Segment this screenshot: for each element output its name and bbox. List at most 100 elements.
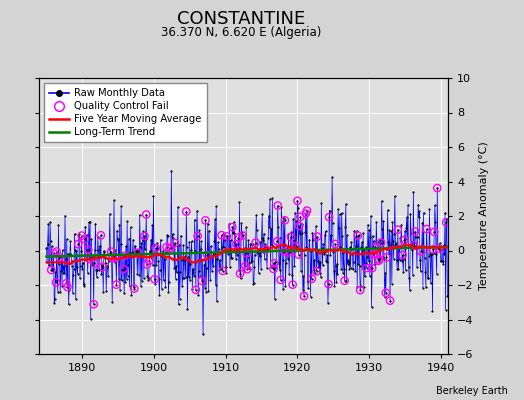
Point (189, 269, 198, 275)
Point (264, 246, 272, 252)
Point (42, 244, 51, 251)
Point (310, 257, 319, 264)
Point (96, 232, 105, 238)
Point (255, 270, 263, 276)
Point (209, 252, 217, 258)
Point (336, 244, 345, 250)
Point (86, 218, 94, 225)
Point (150, 276, 159, 282)
Point (71, 247, 79, 254)
Point (288, 272, 296, 278)
Point (378, 226, 387, 232)
Point (216, 264, 225, 270)
Point (286, 243, 294, 249)
Point (263, 264, 271, 271)
Point (443, 293, 452, 299)
Point (397, 238, 405, 244)
Point (184, 254, 192, 260)
Point (436, 248, 444, 254)
Point (270, 260, 278, 266)
Point (319, 241, 328, 247)
Point (162, 244, 171, 250)
Point (356, 287, 364, 293)
Point (385, 251, 393, 258)
Point (182, 208, 191, 215)
Point (168, 244, 176, 250)
Point (295, 223, 303, 229)
Point (370, 260, 379, 267)
Point (219, 230, 227, 237)
Point (394, 226, 402, 233)
Point (74, 241, 82, 247)
Point (256, 253, 264, 260)
Point (56, 289, 64, 295)
Point (121, 279, 129, 285)
Point (253, 250, 261, 257)
Point (277, 277, 285, 283)
Point (149, 262, 157, 268)
Point (63, 284, 72, 290)
Point (413, 234, 422, 241)
Point (72, 296, 80, 303)
Point (185, 277, 194, 283)
Point (155, 292, 163, 298)
Point (339, 270, 347, 276)
Point (292, 218, 300, 224)
Point (56, 254, 64, 260)
Point (137, 240, 146, 246)
Point (142, 211, 150, 218)
Point (333, 271, 342, 277)
Point (433, 185, 441, 191)
Point (85, 256, 94, 262)
Point (78, 266, 86, 273)
Point (162, 244, 171, 250)
Point (210, 238, 219, 244)
Point (332, 263, 340, 270)
Point (77, 262, 85, 269)
Point (61, 256, 70, 262)
Point (183, 244, 191, 250)
Point (277, 277, 285, 283)
Point (115, 222, 124, 228)
Point (103, 264, 111, 271)
Point (197, 238, 205, 244)
Point (343, 232, 351, 238)
Point (52, 248, 61, 255)
Point (84, 246, 93, 253)
Point (366, 234, 375, 240)
Point (414, 214, 423, 220)
Point (87, 236, 95, 242)
Point (354, 232, 362, 239)
Point (393, 266, 401, 272)
Point (130, 242, 139, 249)
Point (400, 237, 409, 243)
Point (387, 240, 395, 247)
Point (298, 221, 307, 227)
Point (54, 222, 62, 228)
Point (217, 232, 226, 238)
Point (228, 224, 236, 230)
Point (429, 246, 437, 252)
Point (371, 244, 379, 251)
Point (230, 219, 238, 225)
Point (215, 257, 224, 263)
Point (442, 219, 451, 226)
Point (221, 232, 229, 238)
Point (366, 273, 374, 279)
Point (151, 281, 159, 288)
Point (112, 255, 120, 262)
Point (261, 246, 270, 252)
Point (166, 245, 174, 252)
Point (334, 206, 342, 212)
Point (434, 244, 443, 251)
Point (379, 254, 387, 260)
Point (200, 280, 208, 286)
Point (232, 241, 241, 248)
Point (381, 270, 389, 276)
Point (325, 214, 333, 220)
Point (383, 254, 391, 261)
Point (285, 271, 293, 277)
Point (192, 287, 200, 293)
Point (188, 286, 196, 292)
Point (380, 256, 388, 262)
